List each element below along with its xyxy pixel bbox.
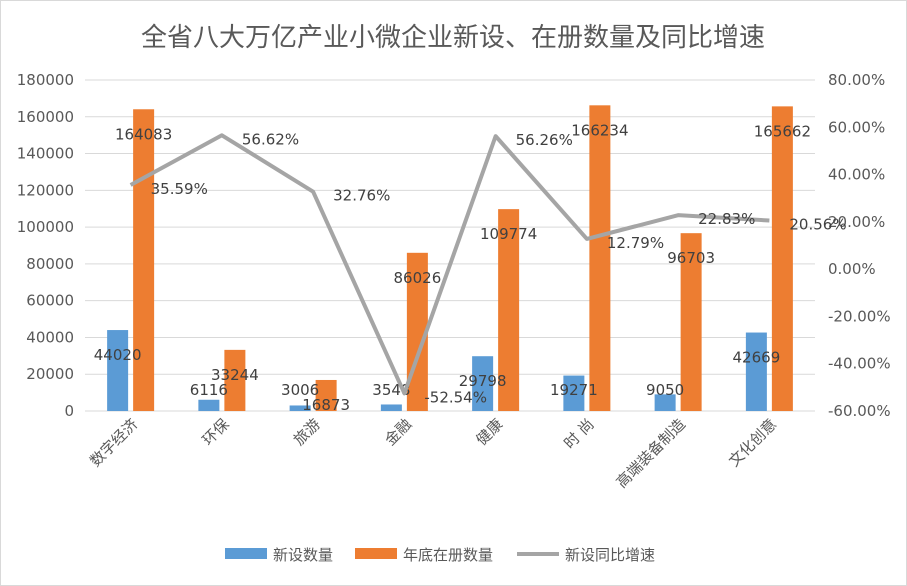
data-label: 165662	[754, 122, 811, 140]
right-axis-tick-label: -60.00%	[828, 402, 891, 420]
category-label: 文化创意	[725, 415, 780, 470]
data-label: 19271	[550, 381, 598, 399]
category-label: 高端装备制造	[613, 415, 689, 491]
right-axis-tick-label: -40.00%	[828, 355, 891, 373]
bar-registered	[315, 379, 337, 411]
data-label: 42669	[733, 349, 781, 367]
data-label: 166234	[571, 121, 628, 139]
bar-new	[107, 330, 129, 411]
left-axis-tick-label: 80000	[26, 255, 74, 273]
legend-swatch	[355, 548, 397, 559]
right-axis-tick-label: 0.00%	[828, 260, 876, 278]
bar-new	[745, 332, 767, 411]
legend-label: 年底在册数量	[403, 546, 493, 564]
category-label: 金融	[381, 415, 415, 449]
bar-new	[198, 399, 220, 411]
line-growth-rate	[129, 133, 770, 396]
legend-label: 新设同比增速	[565, 546, 655, 564]
bar-registered	[771, 106, 793, 411]
category-label: 数字经济	[86, 415, 141, 470]
category-label: 时 尚	[560, 415, 597, 452]
category-label: 旅游	[290, 415, 324, 449]
data-label: 44020	[94, 346, 142, 364]
data-label: 16873	[302, 396, 350, 414]
data-label: 109774	[480, 225, 537, 243]
left-axis-tick-label: 40000	[26, 328, 74, 346]
data-label: 96703	[667, 249, 715, 267]
left-axis-tick-label: 100000	[17, 218, 74, 236]
bar-registered	[680, 233, 702, 411]
data-label: 12.79%	[607, 234, 664, 252]
category-label: 环保	[199, 415, 233, 449]
left-axis-tick-label: 20000	[26, 365, 74, 383]
data-label: 164083	[115, 125, 172, 143]
data-label: 35.59%	[151, 180, 208, 198]
data-label: 20.56%	[789, 216, 846, 234]
data-label: 33244	[211, 366, 259, 384]
bar-registered	[498, 209, 520, 411]
bar-new	[472, 356, 494, 411]
right-axis-tick-label: 60.00%	[828, 118, 885, 136]
bar-registered	[133, 109, 155, 411]
legend-label: 新设数量	[273, 546, 333, 564]
left-axis-tick-label: 160000	[17, 108, 74, 126]
left-axis-tick-label: 180000	[17, 71, 74, 89]
chart-title: 全省八大万亿产业小微企业新设、在册数量及同比增速	[141, 23, 765, 53]
data-label: 9050	[646, 381, 684, 399]
bar-new	[563, 375, 585, 411]
category-label: 健康	[473, 415, 507, 449]
data-label: 56.26%	[516, 131, 573, 149]
right-axis-tick-label: 20.00%	[828, 213, 885, 231]
bar-registered	[224, 349, 246, 411]
left-axis-tick-label: 60000	[26, 292, 74, 310]
data-label: 3006	[281, 381, 319, 399]
data-label: 29798	[459, 372, 507, 390]
bar-registered	[589, 105, 611, 411]
bar-new	[380, 404, 402, 411]
data-label: 22.83%	[698, 210, 755, 228]
data-label: 32.76%	[333, 187, 390, 205]
bar-new	[654, 394, 676, 411]
right-axis-tick-label: 40.00%	[828, 166, 885, 184]
data-label: 86026	[394, 269, 442, 287]
right-axis-tick-label: 80.00%	[828, 71, 885, 89]
data-label: -52.54%	[424, 388, 487, 406]
left-axis-tick-label: 0	[64, 402, 74, 420]
data-label: 6116	[190, 381, 228, 399]
data-label: 56.62%	[242, 130, 299, 148]
legend-swatch	[225, 548, 267, 559]
left-axis-tick-label: 120000	[17, 181, 74, 199]
right-axis-tick-label: -20.00%	[828, 307, 891, 325]
bar-new	[289, 405, 311, 411]
left-axis-tick-label: 140000	[17, 145, 74, 163]
